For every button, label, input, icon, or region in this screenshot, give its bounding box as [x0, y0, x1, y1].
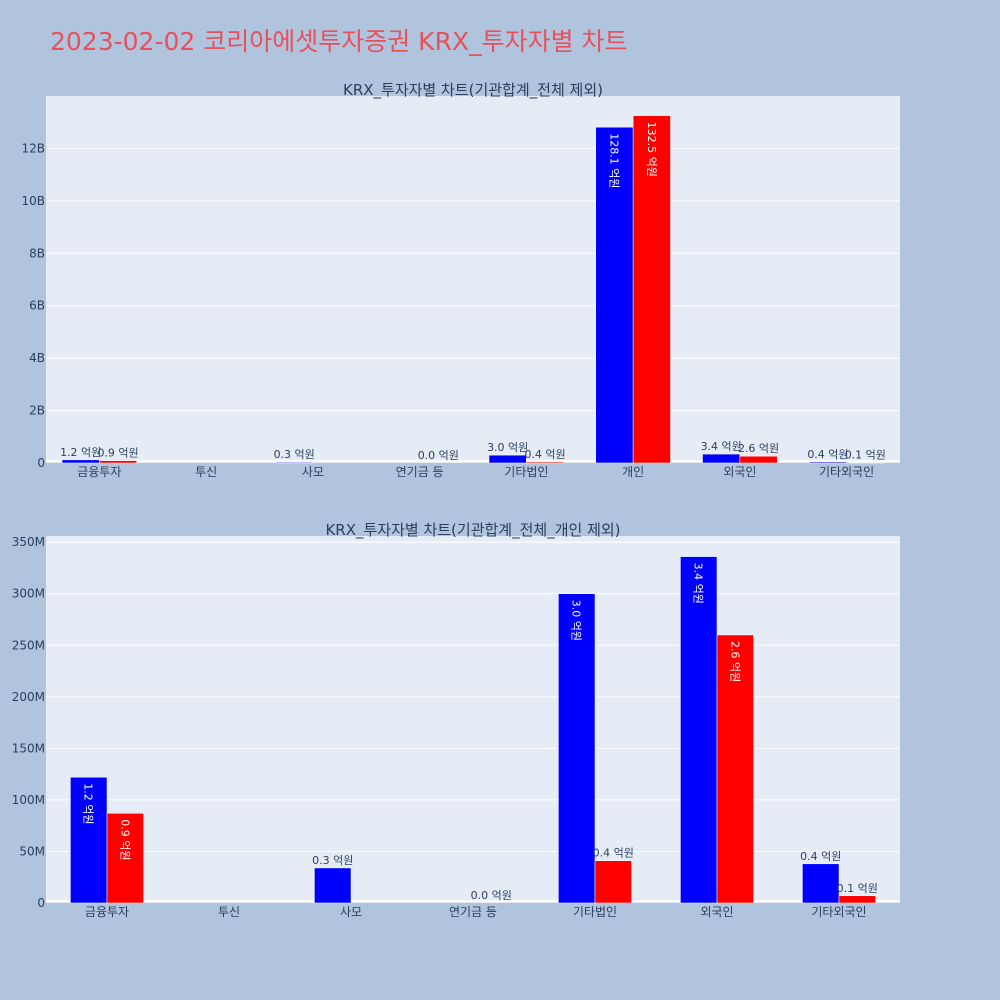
x-tick-label: 금융투자 [85, 905, 129, 919]
bar [594, 860, 632, 904]
bar-value-label: 0.4 억원 [807, 448, 848, 461]
bar-value-label: 3.4 억원 [701, 440, 742, 453]
main-title: 2023-02-02 코리아에셋투자증권 KRX_투자자별 차트 [50, 27, 628, 56]
bar-value-label: 0.3 억원 [312, 854, 353, 867]
bar-value-label: 0.4 억원 [593, 847, 634, 860]
bar [488, 454, 527, 464]
bar-value-label: 132.5 억원 [645, 122, 658, 177]
plot-area-2 [46, 536, 900, 903]
x-tick-label: 기타외국인 [819, 465, 874, 479]
bar [739, 455, 778, 464]
x-tick-label: 투신 [218, 905, 240, 919]
bar-value-label: 3.0 억원 [570, 600, 583, 641]
bar [838, 895, 876, 904]
bar-value-label: 0.0 억원 [471, 889, 512, 902]
bar [314, 867, 352, 904]
y-tick-label: 50M [19, 844, 45, 858]
x-tick-label: 연기금 등 [396, 465, 444, 479]
bar [716, 634, 754, 904]
y-tick-label: 300M [12, 587, 45, 601]
bar-value-label: 0.0 억원 [418, 449, 459, 462]
bar [809, 461, 847, 464]
bar [99, 460, 137, 464]
bar-value-label: 0.1 억원 [845, 449, 886, 462]
bar [702, 453, 741, 464]
bar-value-label: 0.9 억원 [118, 819, 131, 860]
bar-value-label: 0.4 억원 [524, 448, 565, 461]
y-tick-label: 150M [12, 741, 45, 755]
x-tick-label: 기타외국인 [811, 905, 866, 919]
bar [558, 593, 596, 904]
y-tick-label: 8B [29, 246, 45, 260]
y-tick-label: 100M [12, 793, 45, 807]
x-tick-label: 투신 [195, 465, 217, 479]
x-tick-label: 기타법인 [573, 905, 617, 919]
x-tick-label: 사모 [340, 905, 362, 919]
bar-value-label: 1.2 억원 [60, 446, 101, 459]
bar-value-label: 2.6 억원 [738, 442, 779, 455]
y-tick-label: 6B [29, 299, 45, 313]
y-tick-label: 0 [37, 456, 45, 470]
bar [275, 461, 314, 464]
plot-area-1 [46, 96, 900, 463]
bar [632, 115, 671, 464]
x-tick-label: 금융투자 [77, 465, 121, 479]
bar [70, 776, 108, 904]
x-tick-label: 외국인 [723, 465, 756, 479]
y-tick-label: 10B [21, 194, 45, 208]
x-tick-label: 기타법인 [504, 465, 548, 479]
bar-value-label: 1.2 억원 [82, 783, 95, 824]
bar-value-label: 3.0 억원 [487, 441, 528, 454]
y-tick-label: 250M [12, 638, 45, 652]
bar-value-label: 0.9 억원 [97, 447, 138, 460]
bar-value-label: 3.4 억원 [692, 563, 705, 604]
x-tick-label: 사모 [302, 465, 324, 479]
x-tick-label: 개인 [622, 465, 644, 479]
chart-title: KRX_투자자별 차트(기관합계_전체 제외) [343, 81, 603, 100]
bar [595, 126, 634, 464]
x-tick-label: 연기금 등 [449, 905, 497, 919]
bar [61, 459, 100, 464]
bar [106, 813, 144, 904]
chart-title: KRX_투자자별 차트(기관합계_전체_개인 제외) [325, 521, 620, 540]
bar-value-label: 0.4 억원 [800, 850, 841, 863]
y-tick-label: 2B [29, 404, 45, 418]
y-tick-label: 4B [29, 351, 45, 365]
bar [680, 556, 718, 904]
bar-value-label: 0.1 억원 [837, 882, 878, 895]
bar-value-label: 2.6 억원 [728, 641, 741, 682]
y-tick-label: 12B [21, 141, 45, 155]
bar-value-label: 128.1 억원 [607, 133, 620, 188]
x-tick-label: 외국인 [700, 905, 733, 919]
y-tick-label: 200M [12, 690, 45, 704]
y-tick-label: 0 [37, 896, 45, 910]
bar [802, 863, 840, 904]
bar [526, 461, 564, 464]
y-tick-label: 350M [12, 535, 45, 549]
bar-value-label: 0.3 억원 [274, 448, 315, 461]
